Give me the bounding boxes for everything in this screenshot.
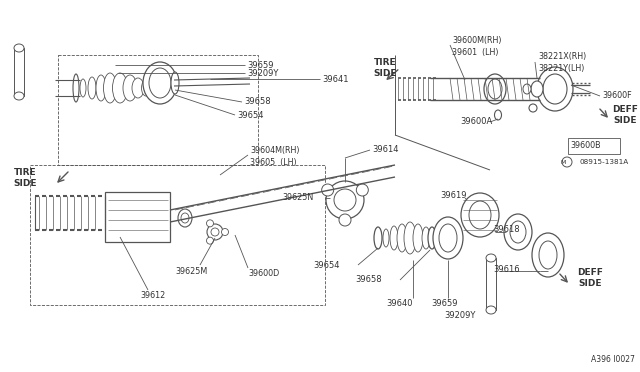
Bar [30,165,325,305]
Ellipse shape [14,44,24,52]
Ellipse shape [383,229,389,247]
Text: 39616: 39616 [493,266,520,275]
Ellipse shape [390,226,398,250]
Text: 38221Y(LH): 38221Y(LH) [538,64,584,74]
Ellipse shape [537,67,573,111]
Text: 39619: 39619 [440,190,467,199]
Bar [14,48,24,96]
Ellipse shape [14,92,24,100]
Ellipse shape [504,214,532,250]
Ellipse shape [181,213,189,223]
Bar [568,138,620,154]
Text: 39654: 39654 [237,110,264,119]
Ellipse shape [149,68,171,98]
Ellipse shape [73,74,79,102]
Ellipse shape [207,224,223,240]
Ellipse shape [207,237,214,244]
Ellipse shape [433,217,463,259]
Ellipse shape [469,201,491,229]
Text: 39659: 39659 [247,61,273,70]
Bar [58,55,258,165]
Ellipse shape [484,74,506,104]
Text: 39600D: 39600D [248,269,279,278]
Ellipse shape [397,224,407,252]
Ellipse shape [488,79,502,99]
Text: 39600F: 39600F [602,92,632,100]
Ellipse shape [326,181,364,219]
Text: 39640: 39640 [387,299,413,308]
Ellipse shape [113,73,127,103]
Ellipse shape [171,72,179,94]
Ellipse shape [339,214,351,226]
Ellipse shape [510,221,526,243]
Text: DEFF
SIDE: DEFF SIDE [577,268,603,288]
Bar [486,258,496,310]
Text: 39600B: 39600B [570,141,600,151]
Ellipse shape [356,184,369,196]
Ellipse shape [529,104,537,112]
Ellipse shape [211,228,219,236]
Ellipse shape [334,189,356,211]
Ellipse shape [143,62,177,104]
Text: 39209Y: 39209Y [247,68,278,77]
Ellipse shape [178,209,192,227]
Ellipse shape [132,78,144,98]
Ellipse shape [523,84,531,94]
Text: TIRE
SIDE: TIRE SIDE [13,168,36,188]
Text: 39659: 39659 [432,299,458,308]
Text: 39658: 39658 [244,97,271,106]
Ellipse shape [461,193,499,237]
Text: 08915-1381A: 08915-1381A [580,159,629,165]
Ellipse shape [543,74,567,104]
Text: 39209Y: 39209Y [444,311,476,320]
Text: 39605  (LH): 39605 (LH) [250,157,296,167]
Text: 39625N: 39625N [283,193,314,202]
Ellipse shape [141,80,150,96]
Ellipse shape [413,224,423,252]
Ellipse shape [207,220,214,227]
Ellipse shape [374,227,382,249]
Text: 39600M(RH): 39600M(RH) [452,35,502,45]
Text: A396 l0027: A396 l0027 [591,356,635,365]
Text: 39641: 39641 [322,74,349,83]
Ellipse shape [322,184,333,196]
Text: 39612: 39612 [140,292,165,301]
Text: 38221X(RH): 38221X(RH) [538,52,586,61]
Ellipse shape [428,227,436,249]
Ellipse shape [439,224,457,252]
Ellipse shape [221,228,228,235]
Text: 39604M(RH): 39604M(RH) [250,145,300,154]
Ellipse shape [486,306,496,314]
Text: 39654: 39654 [314,260,340,269]
Text: 39625M: 39625M [175,267,207,276]
Ellipse shape [495,110,502,120]
Text: 39600A: 39600A [460,118,492,126]
Ellipse shape [486,254,496,262]
Ellipse shape [532,233,564,277]
Ellipse shape [404,222,416,254]
Text: 39618: 39618 [493,225,520,234]
Ellipse shape [96,75,106,101]
Ellipse shape [531,81,543,97]
Text: 39601  (LH): 39601 (LH) [452,48,499,57]
Text: M: M [560,160,566,164]
Ellipse shape [104,73,116,103]
Text: DEFF
SIDE: DEFF SIDE [612,105,638,125]
Text: 39614: 39614 [372,145,399,154]
Ellipse shape [539,241,557,269]
Ellipse shape [562,157,572,167]
Text: 39658: 39658 [355,276,382,285]
Ellipse shape [123,75,137,101]
Ellipse shape [80,79,86,97]
Ellipse shape [422,227,430,249]
Bar [105,192,170,242]
Text: TIRE
SIDE: TIRE SIDE [373,58,397,78]
Ellipse shape [88,77,96,99]
